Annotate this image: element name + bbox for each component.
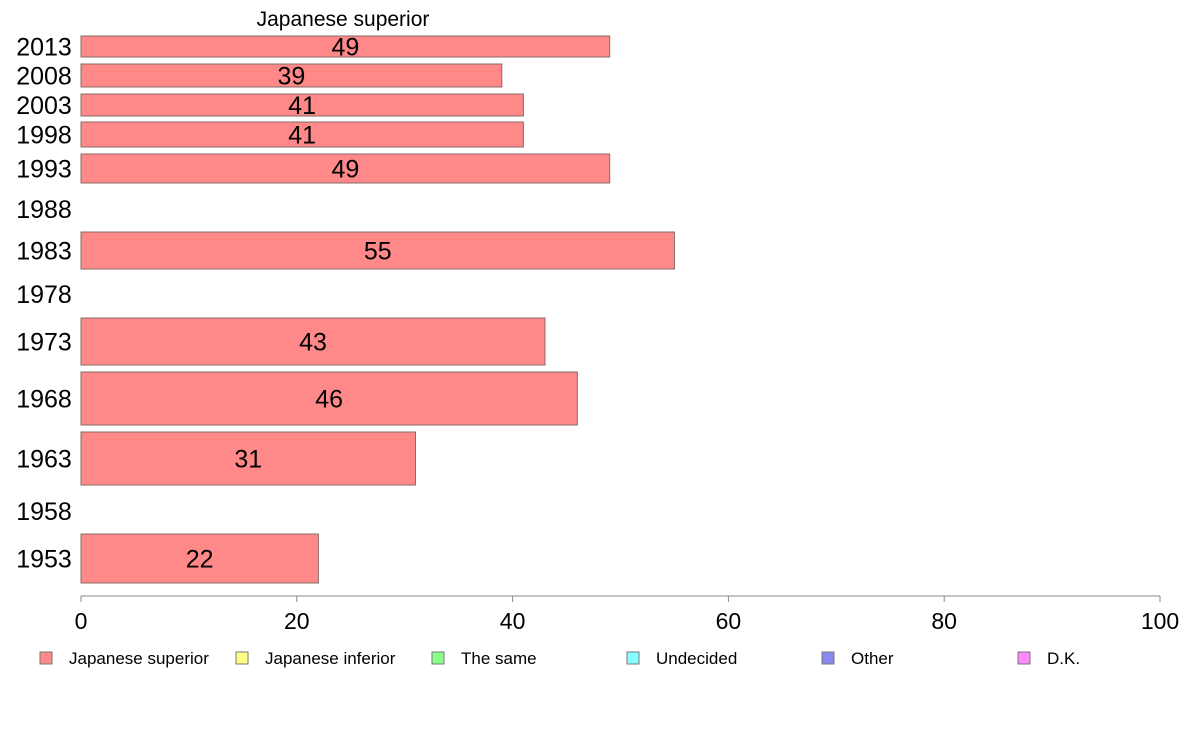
legend-label: The same [461, 649, 537, 668]
bar [80, 121, 524, 148]
bar [80, 317, 546, 366]
bars-group: 2013 49 2008 39 2003 41 1998 41 1993 49 1988 1983 55… [16, 34, 675, 584]
legend-label: Japanese superior [69, 649, 209, 668]
year-label: 1968 [16, 386, 72, 414]
legend-label: Other [851, 649, 894, 668]
bar [80, 533, 319, 584]
chart-title: Japanese superior [257, 8, 430, 31]
legend-swatch [235, 651, 249, 665]
bar-value-label: 39 [277, 63, 305, 91]
bar [80, 431, 416, 486]
year-label: 1993 [16, 156, 72, 184]
legend: Japanese superior Japanese inferior The sa… [39, 649, 1080, 668]
x-tick-label: 0 [75, 608, 88, 634]
x-tick-label: 60 [716, 608, 742, 634]
bar-value-label: 22 [186, 546, 214, 574]
bar-value-label: 46 [315, 386, 343, 414]
legend-label: Undecided [656, 649, 737, 668]
x-axis: 0 20 40 60 80 100 [75, 595, 1179, 634]
bar-value-label: 49 [331, 34, 359, 62]
legend-swatch [821, 651, 835, 665]
year-label: 1998 [16, 122, 72, 150]
legend-swatch [1017, 651, 1031, 665]
bar [80, 93, 524, 117]
bar-value-label: 55 [364, 238, 392, 266]
x-tick-label: 20 [284, 608, 310, 634]
year-label: 2008 [16, 63, 72, 91]
year-label: 1988 [16, 196, 72, 224]
bar-value-label: 31 [234, 446, 262, 474]
bar [80, 35, 611, 58]
x-tick-label: 40 [500, 608, 526, 634]
year-label: 2003 [16, 92, 72, 120]
year-label: 1983 [16, 238, 72, 266]
legend-label: D.K. [1047, 649, 1080, 668]
year-label: 1973 [16, 329, 72, 357]
legend-swatch [431, 651, 445, 665]
bar-value-label: 41 [288, 92, 316, 120]
bar [80, 231, 675, 270]
bar-value-label: 41 [288, 122, 316, 150]
year-label: 1958 [16, 498, 72, 526]
x-tick-label: 100 [1141, 608, 1179, 634]
bar-value-label: 43 [299, 329, 327, 357]
legend-swatch [626, 651, 640, 665]
legend-swatch [39, 651, 53, 665]
bar [80, 371, 578, 426]
legend-label: Japanese inferior [265, 649, 396, 668]
bar [80, 153, 611, 184]
year-label: 2013 [16, 34, 72, 62]
bar [80, 63, 503, 88]
year-label: 1953 [16, 546, 72, 574]
bar-value-label: 49 [331, 156, 359, 184]
x-tick-label: 80 [931, 608, 957, 634]
year-label: 1963 [16, 446, 72, 474]
year-label: 1978 [16, 281, 72, 309]
